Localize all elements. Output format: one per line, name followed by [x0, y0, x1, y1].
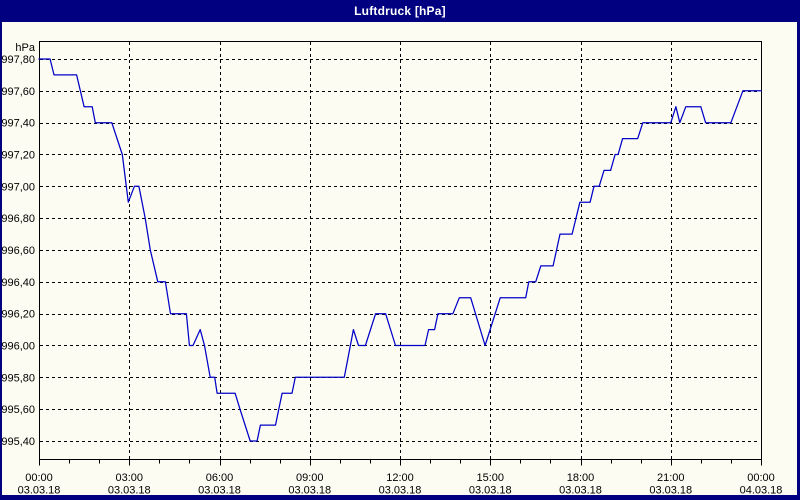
chart-surface: hPa 997,80 997,60 997,40 997,20 997,00 996,80 9… [2, 22, 797, 495]
y-tick-label: 996,80 [2, 213, 35, 225]
x-tick-date-label: 03.03.18 [469, 485, 512, 496]
y-tick-label: 997,80 [2, 54, 35, 66]
y-tick-label: 997,40 [2, 118, 35, 130]
x-tick-time-label: 15:00 [476, 472, 504, 484]
x-tick-date-label: 03.03.18 [379, 485, 422, 496]
x-tick-time-label: 09:00 [296, 472, 324, 484]
x-tick-date-label: 03.03.18 [198, 485, 241, 496]
x-tick-time-label: 12:00 [386, 472, 414, 484]
y-tick-label: 995,60 [2, 404, 35, 416]
x-tick-time-label: 18:00 [567, 472, 595, 484]
y-axis-unit-label: hPa [15, 42, 35, 54]
x-tick-date-label: 03.03.18 [288, 485, 331, 496]
x-tick-date-label: 03.03.18 [559, 485, 602, 496]
title-bar: Luftdruck [hPa] [0, 0, 800, 22]
y-tick-label: 995,40 [2, 436, 35, 448]
x-tick-date-label: 03.03.18 [108, 485, 151, 496]
x-tick-date-label: 03.03.18 [649, 485, 692, 496]
y-tick-label: 995,80 [2, 372, 35, 384]
x-tick-time-label: 03:00 [115, 472, 143, 484]
pressure-line [38, 58, 762, 442]
x-tick-date-label: 04.03.18 [740, 485, 783, 496]
y-tick-label: 997,20 [2, 150, 35, 162]
y-tick-label: 997,60 [2, 86, 35, 98]
y-tick-label: 996,20 [2, 309, 35, 321]
x-tick-time-label: 21:00 [657, 472, 685, 484]
y-tick-label: 996,00 [2, 341, 35, 353]
y-tick-label: 997,00 [2, 181, 35, 193]
x-tick-time-label: 00:00 [25, 472, 53, 484]
x-tick-time-label: 06:00 [206, 472, 234, 484]
y-tick-label: 996,40 [2, 277, 35, 289]
window-title: Luftdruck [hPa] [354, 4, 446, 18]
x-tick-date-label: 03.03.18 [18, 485, 61, 496]
y-tick-label: 996,60 [2, 245, 35, 257]
x-tick-time-label: 00:00 [747, 472, 775, 484]
